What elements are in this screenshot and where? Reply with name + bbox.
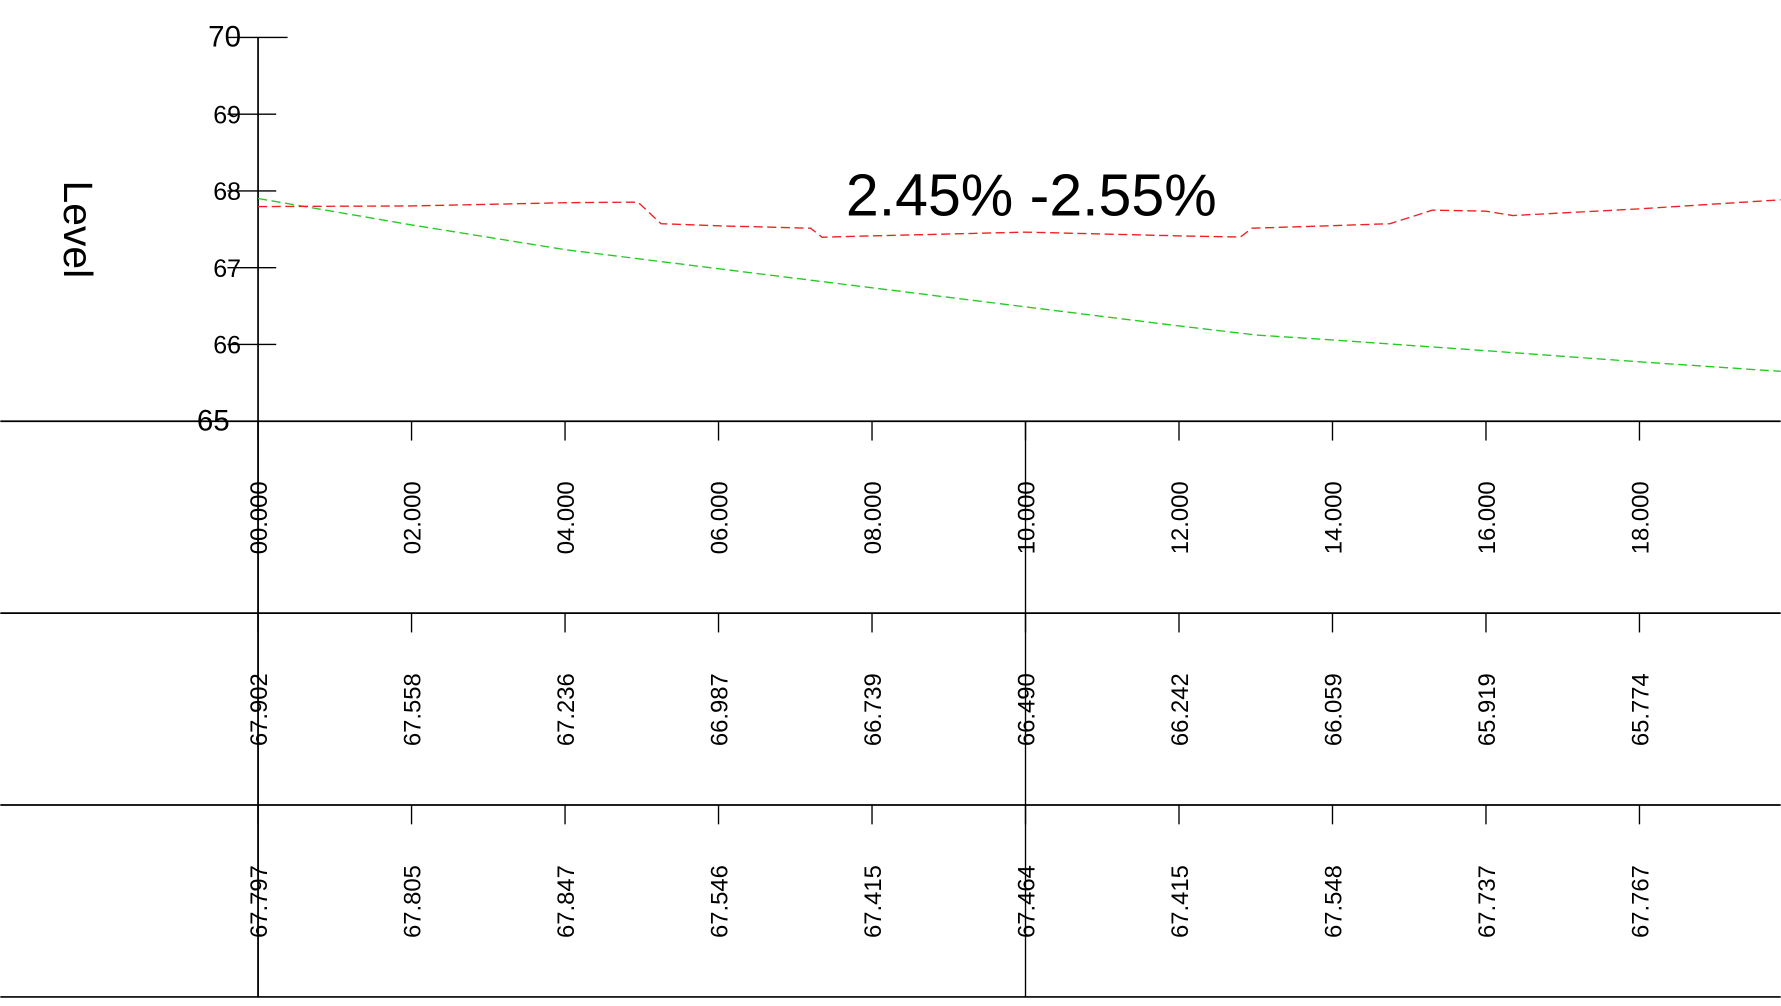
band-label: 67.797 xyxy=(246,865,273,938)
band-label: 66.242 xyxy=(1167,673,1194,746)
band-label: 67.236 xyxy=(553,673,580,746)
band-label: 65.774 xyxy=(1628,673,1655,746)
y-axis-label: Level xyxy=(55,181,101,279)
band-label: 67.847 xyxy=(553,865,580,938)
y-tick-label: 69 xyxy=(213,101,241,129)
band-label: 67.546 xyxy=(707,865,734,938)
band-label: 16.000 xyxy=(1474,481,1501,554)
band-label: 02.000 xyxy=(400,481,427,554)
band-label: 00.000 xyxy=(246,481,273,554)
chart-title: 2.45% -2.55% xyxy=(846,163,1217,229)
band-label: 10.000 xyxy=(1014,481,1041,554)
y-tick-label: 66 xyxy=(213,332,241,360)
band-label: 04.000 xyxy=(553,481,580,554)
y-tick-label: 65 xyxy=(197,404,230,437)
band-label: 18.000 xyxy=(1628,481,1655,554)
band-label: 14.000 xyxy=(1321,481,1348,554)
band-label: 66.739 xyxy=(860,673,887,746)
band-label: 65.919 xyxy=(1474,673,1501,746)
band-label: 67.767 xyxy=(1628,865,1655,938)
band-label: 66.490 xyxy=(1014,673,1041,746)
band-label: 08.000 xyxy=(860,481,887,554)
band-label: 66.059 xyxy=(1321,673,1348,746)
band-label: 67.548 xyxy=(1321,865,1348,938)
band-label: 67.415 xyxy=(860,865,887,938)
band-label: 67.464 xyxy=(1014,865,1041,938)
y-tick-label: 70 xyxy=(208,21,241,54)
band-label: 12.000 xyxy=(1167,481,1194,554)
band-label: 67.558 xyxy=(400,673,427,746)
band-label: 67.805 xyxy=(400,865,427,938)
y-tick-label: 67 xyxy=(213,255,241,283)
y-tick-label: 68 xyxy=(213,178,241,206)
profile-line xyxy=(258,199,1781,238)
band-label: 67.902 xyxy=(246,673,273,746)
band-label: 67.737 xyxy=(1474,865,1501,938)
band-label: 66.987 xyxy=(707,673,734,746)
band-label: 06.000 xyxy=(707,481,734,554)
band-label: 67.415 xyxy=(1167,865,1194,938)
profile-line xyxy=(257,197,1781,373)
